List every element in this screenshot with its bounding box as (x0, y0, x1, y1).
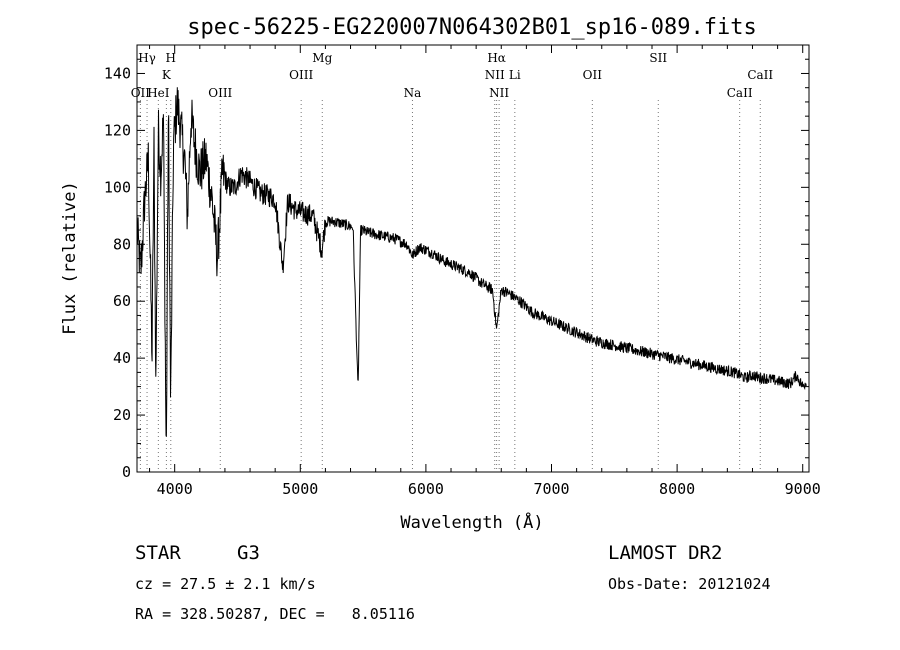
y-tick-label: 60 (113, 292, 131, 310)
plot-frame (136, 44, 810, 473)
line-marker-label: OIII (208, 86, 232, 100)
y-tick-label: 120 (104, 121, 131, 139)
line-marker-label: OII (583, 68, 603, 82)
line-marker-label: Mg (312, 51, 332, 65)
x-tick-label: 5000 (282, 480, 318, 498)
line-marker-label: Hγ (138, 51, 156, 65)
axis-ticks: 4000 5000 6000 7000 8000 9000 0 20 40 60 80 100 120 1… (104, 45, 821, 498)
x-axis-label: Wavelength (Å) (400, 511, 543, 533)
spectrum-series (136, 87, 807, 437)
line-marker-label: CaII (747, 68, 773, 82)
line-marker-label: Na (404, 86, 422, 100)
line-marker-label: H (166, 51, 176, 65)
redshift-cz: cz = 27.5 ± 2.1 km/s (135, 575, 316, 593)
y-tick-label: 40 (113, 349, 131, 367)
line-marker-label: OII (131, 86, 151, 100)
x-tick-label: 4000 (157, 480, 193, 498)
line-marker-label: Li (509, 68, 521, 82)
object-subclass: G3 (237, 542, 260, 564)
x-tick-label: 6000 (408, 480, 444, 498)
object-class: STAR (135, 542, 181, 564)
line-marker-label: Hα (487, 51, 506, 65)
survey-name: LAMOST DR2 (608, 542, 723, 564)
line-marker-label: OIII (289, 68, 313, 82)
line-marker-label: HeI (147, 86, 170, 100)
x-tick-label: 8000 (659, 480, 695, 498)
x-tick-label: 7000 (533, 480, 569, 498)
y-tick-label: 20 (113, 406, 131, 424)
x-tick-label: 9000 (785, 480, 821, 498)
y-tick-label: 100 (104, 178, 131, 196)
line-marker-label: K (162, 68, 172, 82)
spectrum-line (136, 87, 807, 437)
observation-date: Obs-Date: 20121024 (608, 575, 771, 593)
line-marker-label: SII (649, 51, 667, 65)
y-tick-label: 80 (113, 235, 131, 253)
ra-dec-coordinates: RA = 328.50287, DEC = 8.05116 (135, 605, 415, 623)
line-marker-label: NII (485, 68, 505, 82)
line-marker-label: NII (489, 86, 509, 100)
chart-title: spec-56225-EG220007N064302B01_sp16-089.f… (187, 15, 757, 40)
line-marker-label: CaII (727, 86, 753, 100)
y-tick-label: 140 (104, 64, 131, 82)
y-axis-label: Flux (relative) (60, 181, 80, 335)
y-tick-label: 0 (122, 463, 131, 481)
